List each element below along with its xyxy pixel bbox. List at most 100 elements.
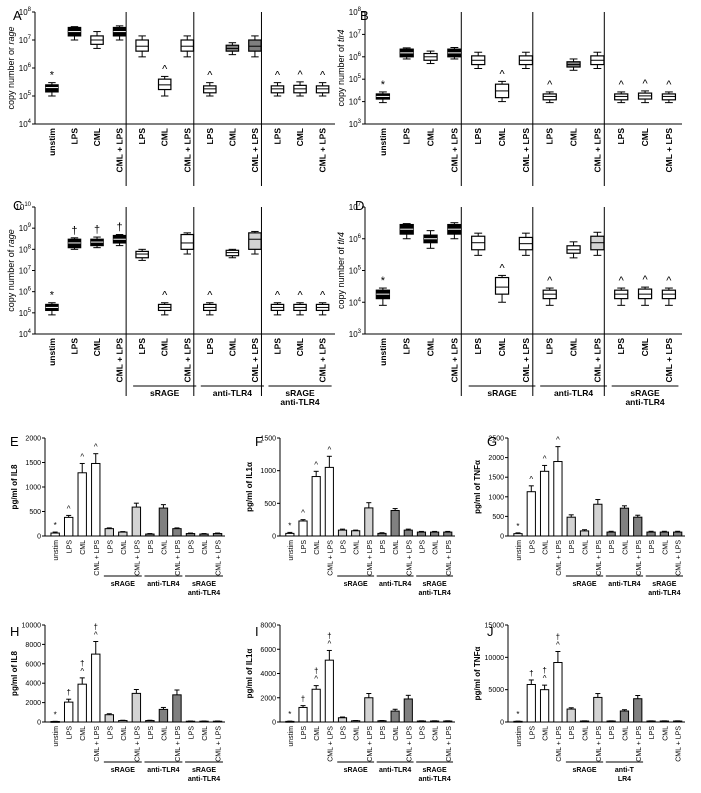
bar <box>443 531 453 537</box>
x-tick-label: CML <box>202 540 209 555</box>
bar <box>593 696 603 723</box>
x-tick-label: unstim <box>47 338 57 366</box>
x-tick-label: LPS <box>188 726 195 740</box>
group-label: sRAGE <box>423 581 447 588</box>
bar <box>298 520 308 537</box>
bar <box>553 461 563 537</box>
bar <box>324 659 334 723</box>
bar <box>145 533 155 537</box>
significance-mark: ^ <box>275 70 281 82</box>
group-label: sRAGE <box>150 388 180 398</box>
significance-mark: ^ <box>547 275 553 287</box>
bar <box>337 529 348 537</box>
y-tick-label: 104 <box>349 297 362 307</box>
panel-b: B 103 104 105 106 107 108 copy number of tlr4 * u… <box>336 7 682 186</box>
panel-letter: I <box>255 624 259 639</box>
bar <box>212 533 223 537</box>
x-tick-label: CML + LPS <box>556 726 563 762</box>
x-tick-label: LPS <box>649 540 656 554</box>
x-tick-label: CML <box>433 726 440 741</box>
x-tick-label: CML <box>622 726 629 741</box>
y-tick-label: 1010 <box>15 202 31 212</box>
y-tick-label: 103 <box>349 329 362 339</box>
significance-mark: * <box>54 521 57 530</box>
bar <box>539 470 550 537</box>
significance-mark: * <box>54 710 57 719</box>
x-tick-label: CML <box>433 540 440 555</box>
significance-mark: ^ <box>642 78 648 90</box>
bar <box>430 531 440 537</box>
bar <box>50 532 60 537</box>
y-tick-label: 2000 <box>25 436 41 443</box>
significance-mark: ^ <box>499 68 505 80</box>
x-tick-label: CML + LPS <box>596 726 603 762</box>
significance-mark: † <box>327 631 331 640</box>
x-tick-label: CML + LPS <box>592 338 602 383</box>
y-tick-label: 0 <box>500 534 504 541</box>
significance-mark: ^ <box>275 290 281 302</box>
x-tick-label: CML + LPS <box>115 128 125 173</box>
group-label: anti-TLR4 <box>625 397 664 407</box>
y-tick-label: 8000 <box>25 642 41 649</box>
bar <box>351 530 361 537</box>
x-tick-label: CML + LPS <box>446 726 453 762</box>
x-tick-label: LPS <box>272 128 282 145</box>
significance-mark: * <box>516 710 519 719</box>
group-label: sRAGE <box>572 767 596 774</box>
x-tick-label: CML + LPS <box>318 128 328 173</box>
y-tick-label: 107 <box>19 266 32 276</box>
bar <box>606 531 616 537</box>
bar <box>298 706 308 723</box>
x-tick-label: LPS <box>402 338 412 355</box>
y-tick-label: 6000 <box>25 661 41 668</box>
group-label: sRAGE <box>344 767 368 774</box>
x-tick-label: CML <box>497 128 507 146</box>
panel-f: F 0 500 1000 1500 pg/ml of IL1α * unstim ^ LPS ^ CM… <box>245 434 455 597</box>
y-tick-label: 500 <box>264 501 276 508</box>
x-tick-label: CML + LPS <box>406 540 413 576</box>
x-tick-label: CML <box>662 540 669 555</box>
x-tick-label: LPS <box>67 540 74 554</box>
bar <box>118 531 128 537</box>
bar <box>593 503 603 537</box>
y-tick-label: 2000 <box>488 455 504 462</box>
bar <box>172 694 182 723</box>
y-tick-label: 4000 <box>260 671 276 678</box>
bar <box>526 491 536 537</box>
x-tick-label: LPS <box>137 128 147 145</box>
y-axis-label: pg/ml of IL1α <box>245 649 254 699</box>
x-tick-label: CML + LPS <box>134 726 141 762</box>
bar <box>91 653 101 723</box>
box <box>135 250 149 259</box>
x-tick-label: LPS <box>107 726 114 740</box>
bar <box>337 717 348 723</box>
box <box>135 39 149 52</box>
y-tick-label: 1000 <box>260 468 276 475</box>
x-tick-label: CML + LPS <box>250 338 260 383</box>
y-tick-label: 0 <box>272 720 276 727</box>
y-tick-label: 15000 <box>485 623 505 630</box>
y-tick-label: 109 <box>19 223 32 233</box>
x-tick-label: LPS <box>616 338 626 355</box>
x-tick-label: CML <box>160 338 170 356</box>
x-tick-label: CML + LPS <box>676 540 683 576</box>
group-label: sRAGE <box>111 767 135 774</box>
significance-mark: † <box>117 222 123 234</box>
y-axis-label: pg/ml of IL8 <box>10 464 19 509</box>
x-tick-label: CML + LPS <box>596 540 603 576</box>
bar <box>659 531 669 537</box>
y-axis-label: pg/ml of TNFα <box>473 647 482 701</box>
significance-mark: ^ <box>297 290 303 302</box>
y-tick-label: 108 <box>19 7 32 17</box>
bar <box>579 530 590 537</box>
significance-mark: † <box>529 669 533 678</box>
x-tick-label: LPS <box>529 540 536 554</box>
x-tick-label: CML <box>227 128 237 146</box>
y-tick-label: 105 <box>19 91 32 101</box>
x-tick-label: unstim <box>53 540 60 561</box>
panel-letter: D <box>355 198 364 213</box>
group-label: anti-TLR4 <box>418 776 450 783</box>
x-tick-label: CML + LPS <box>556 540 563 576</box>
group-label: anti-TLR4 <box>213 388 252 398</box>
